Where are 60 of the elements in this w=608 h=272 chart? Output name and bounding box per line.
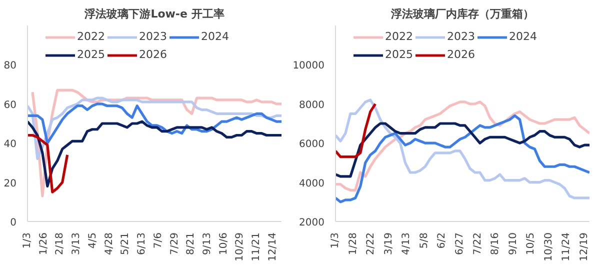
x-tick-label: 6/13 bbox=[136, 232, 148, 255]
y-tick-label: 4000 bbox=[299, 178, 325, 190]
line-series bbox=[28, 102, 282, 144]
x-tick-label: 6/27 bbox=[454, 232, 466, 255]
x-tick-label: 1/26 bbox=[38, 232, 50, 255]
y-tick-label: 8000 bbox=[299, 100, 325, 111]
x-tick-label: 10/6 bbox=[218, 232, 230, 255]
legend-label: 2026 bbox=[139, 48, 167, 61]
legend-label: 2025 bbox=[385, 48, 413, 61]
x-tick-label: 8/16 bbox=[490, 232, 502, 255]
x-tick-label: 1/28 bbox=[348, 232, 359, 255]
line-series bbox=[336, 114, 590, 204]
y-tick-label: 6000 bbox=[299, 139, 325, 150]
x-tick-label: 3/19 bbox=[383, 232, 394, 255]
y-tick-label: 10000 bbox=[292, 60, 324, 72]
x-tick-label: 11/24 bbox=[561, 232, 572, 262]
x-tick-label: 1/3 bbox=[330, 232, 341, 249]
x-tick-label: 7/22 bbox=[472, 232, 484, 255]
x-tick-label: 5/21 bbox=[120, 232, 132, 255]
x-tick-label: 7/6 bbox=[152, 232, 164, 249]
x-tick-label: 10/5 bbox=[526, 232, 537, 255]
x-tick-label: 10/29 bbox=[234, 232, 246, 262]
x-tick-label: 6/2 bbox=[436, 232, 448, 249]
y-tick-label: 2000 bbox=[299, 218, 325, 228]
legend-label: 2026 bbox=[447, 48, 475, 61]
line-series bbox=[28, 134, 69, 194]
line-series bbox=[336, 102, 377, 158]
y-tick-label: 80 bbox=[4, 60, 17, 72]
x-tick-label: 3/13 bbox=[71, 232, 82, 255]
x-tick-label: 4/5 bbox=[87, 232, 98, 249]
x-tick-label: 5/8 bbox=[418, 232, 430, 249]
y-tick-label: 60 bbox=[4, 100, 17, 111]
line-series bbox=[336, 122, 590, 178]
y-tick-label: 40 bbox=[4, 139, 17, 150]
y-tick-label: 0 bbox=[10, 218, 17, 228]
legend-label: 2022 bbox=[77, 30, 105, 43]
x-tick-label: 4/13 bbox=[401, 232, 412, 255]
legend-label: 2025 bbox=[77, 48, 105, 61]
legend-label: 2024 bbox=[201, 30, 229, 43]
line-series bbox=[28, 96, 282, 160]
legend-label: 2023 bbox=[139, 30, 167, 43]
x-tick-label: 10/30 bbox=[543, 232, 554, 262]
chart-title: 浮法玻璃下游Low-e 开工率 bbox=[84, 8, 224, 20]
legend-label: 2024 bbox=[509, 30, 537, 43]
x-tick-label: 4/28 bbox=[104, 232, 115, 255]
x-tick-label: 8/21 bbox=[186, 232, 197, 255]
chart-title: 浮法玻璃厂内库存（万重箱） bbox=[390, 8, 534, 20]
x-tick-label: 9/13 bbox=[202, 232, 214, 255]
legend-label: 2022 bbox=[385, 30, 413, 43]
x-tick-label: 12/19 bbox=[579, 232, 590, 262]
x-tick-label: 9/10 bbox=[508, 232, 519, 255]
legend-label: 2023 bbox=[447, 30, 475, 43]
x-tick-label: 11/21 bbox=[251, 232, 262, 262]
x-tick-label: 7/29 bbox=[169, 232, 180, 255]
x-tick-label: 2/22 bbox=[366, 232, 377, 255]
x-tick-label: 12/14 bbox=[267, 232, 278, 262]
x-tick-label: 1/3 bbox=[22, 232, 33, 249]
y-tick-label: 20 bbox=[4, 178, 17, 190]
line-series bbox=[28, 120, 282, 188]
x-tick-label: 2/18 bbox=[54, 232, 66, 255]
